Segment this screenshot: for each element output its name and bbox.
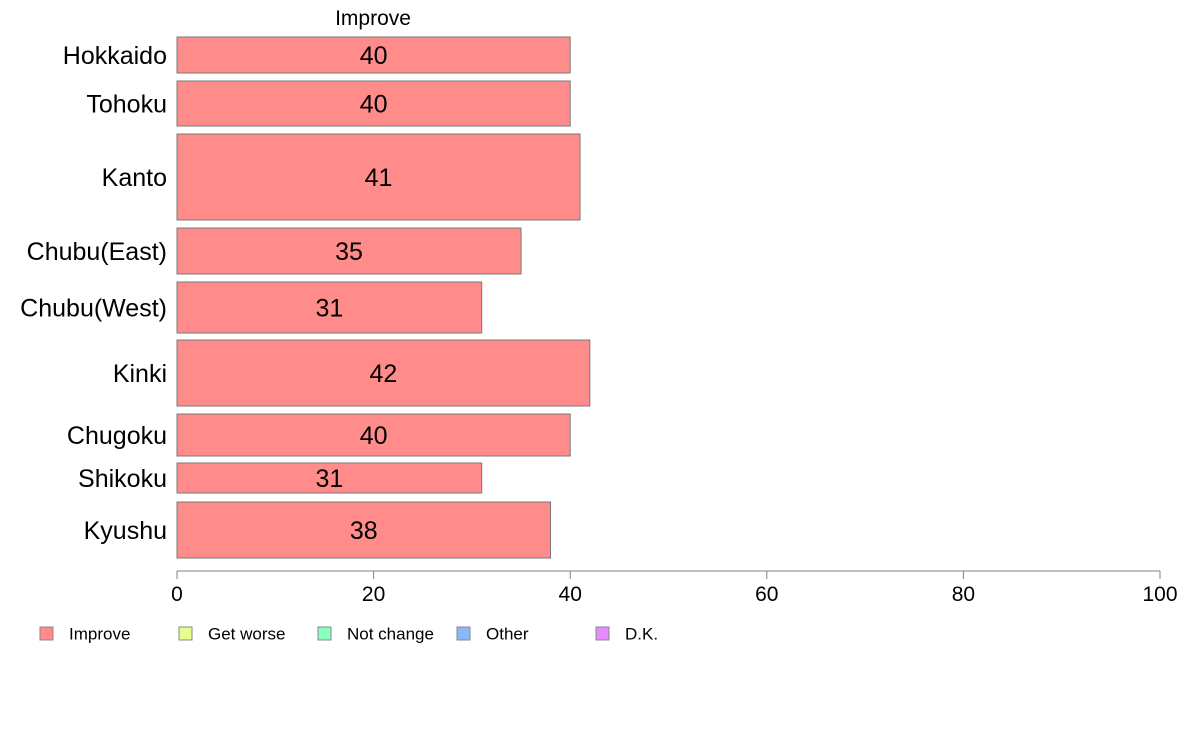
category-label: Shikoku <box>78 465 167 493</box>
category-label: Hokkaido <box>63 42 167 70</box>
legend-swatch <box>456 626 471 641</box>
panel-title: Improve <box>335 7 411 30</box>
legend-swatch <box>595 626 610 641</box>
data-label: 41 <box>365 164 393 192</box>
legend-swatch <box>317 626 332 641</box>
category-label: Kanto <box>102 164 167 192</box>
bar-kanto <box>176 133 581 221</box>
x-tick-label: 80 <box>952 583 975 606</box>
legend-label: Improve <box>69 625 130 644</box>
x-tick-label: 60 <box>755 583 778 606</box>
data-label: 42 <box>370 360 398 388</box>
bar-tohoku <box>176 80 571 127</box>
data-label: 35 <box>335 238 363 266</box>
bar-kyushu <box>176 501 552 559</box>
bars <box>176 36 591 559</box>
data-label: 40 <box>360 42 388 70</box>
category-label: Kyushu <box>84 517 167 545</box>
data-label: 40 <box>360 422 388 450</box>
legend-label: D.K. <box>625 625 658 644</box>
legend: Improve Get worse Not change Other D.K. <box>39 625 658 644</box>
data-label: 31 <box>315 465 343 493</box>
legend-swatch <box>178 626 193 641</box>
x-tick-label: 40 <box>559 583 582 606</box>
legend-swatch <box>39 626 54 641</box>
bar-chubu-west <box>176 281 483 334</box>
bar-hokkaido <box>176 36 571 74</box>
x-tick-label: 100 <box>1142 583 1177 606</box>
data-label: 31 <box>315 295 343 323</box>
bar-shikoku <box>176 462 483 494</box>
category-label: Chugoku <box>67 422 167 450</box>
category-label: Chubu(East) <box>27 238 167 266</box>
legend-label: Get worse <box>208 625 285 644</box>
legend-label: Other <box>486 625 529 644</box>
bar-chugoku <box>176 413 571 457</box>
legend-label: Not change <box>347 625 434 644</box>
category-labels: Hokkaido Tohoku Kanto Chubu(East) Chubu(West… <box>20 42 167 545</box>
category-label: Kinki <box>113 360 167 388</box>
x-axis: 0 20 40 60 80 100 <box>171 570 1178 606</box>
bar-chubu-east <box>176 227 522 275</box>
x-tick-label: 20 <box>362 583 385 606</box>
data-label: 38 <box>350 517 378 545</box>
x-tick-label: 0 <box>171 583 183 606</box>
category-label: Chubu(West) <box>20 295 167 323</box>
bar-kinki <box>176 339 591 407</box>
category-label: Tohoku <box>86 91 167 119</box>
data-label: 40 <box>360 91 388 119</box>
